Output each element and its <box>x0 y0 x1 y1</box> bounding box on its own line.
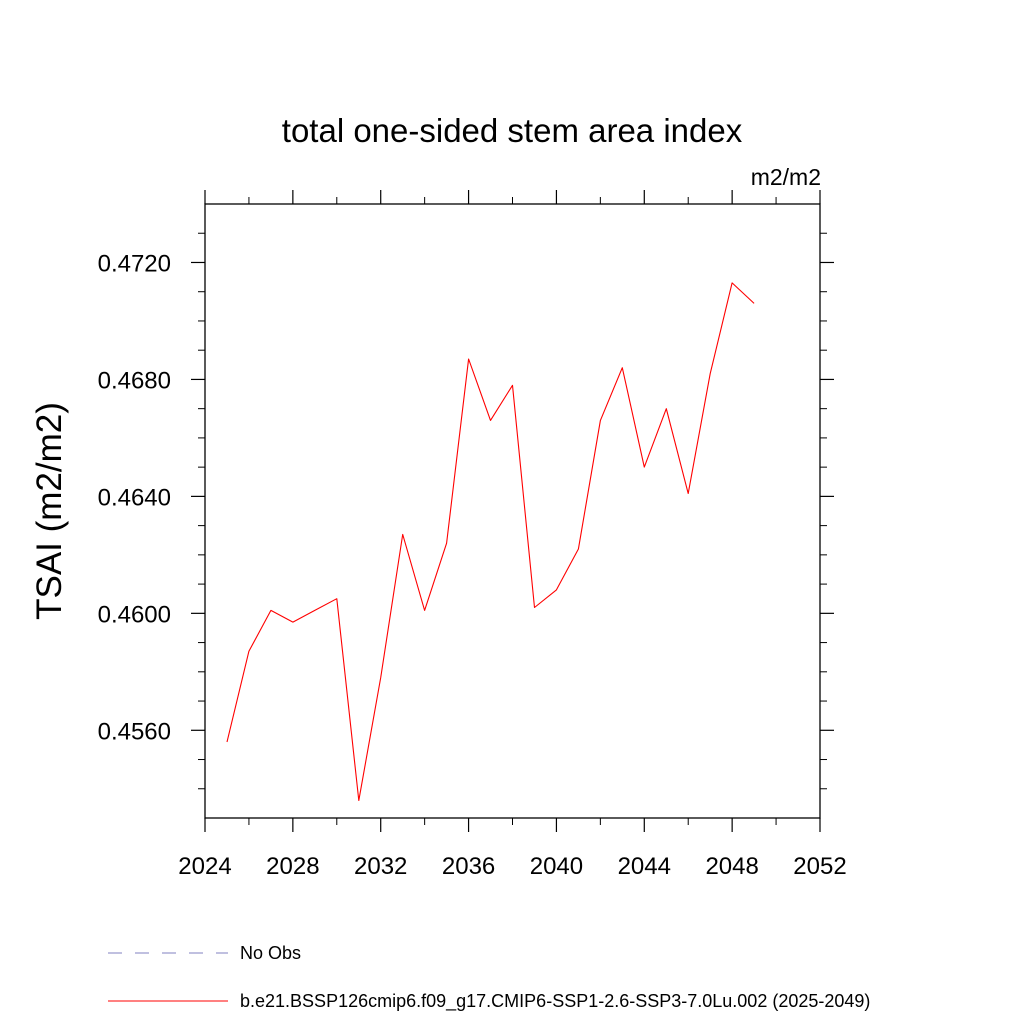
y-tick-label: 0.4560 <box>98 718 171 745</box>
x-tick-label: 2052 <box>793 853 846 880</box>
x-tick-label: 2032 <box>354 853 407 880</box>
plot-frame <box>204 203 821 819</box>
y-tick-label: 0.4720 <box>98 250 171 277</box>
x-tick-label: 2044 <box>618 853 671 880</box>
x-tick-label: 2040 <box>530 853 583 880</box>
series-layer <box>226 282 755 802</box>
legend-label: No Obs <box>240 943 301 963</box>
units-label: m2/m2 <box>751 164 821 190</box>
y-tick-label: 0.4600 <box>98 601 171 628</box>
y-tick-labels: 0.4560 0.4600 0.4640 0.4680 0.4720 <box>98 250 171 745</box>
x-tick-labels: 2024 2028 2032 2036 2040 2044 2048 2052 <box>178 853 846 880</box>
y-tick-label: 0.4640 <box>98 484 171 511</box>
x-tick-label: 2036 <box>442 853 495 880</box>
x-tick-label: 2048 <box>705 853 758 880</box>
chart-title: total one-sided stem area index <box>282 112 743 149</box>
series-line <box>226 282 755 802</box>
y-axis-title: TSAI (m2/m2) <box>30 402 69 620</box>
legend: No Obs b.e21.BSSP126cmip6.f09_g17.CMIP6-S… <box>108 943 870 1012</box>
x-tick-label: 2024 <box>178 853 231 880</box>
x-tick-label: 2028 <box>266 853 319 880</box>
axis-ticks <box>191 190 834 832</box>
legend-label: b.e21.BSSP126cmip6.f09_g17.CMIP6-SSP1-2.… <box>240 991 870 1012</box>
y-tick-label: 0.4680 <box>98 367 171 394</box>
